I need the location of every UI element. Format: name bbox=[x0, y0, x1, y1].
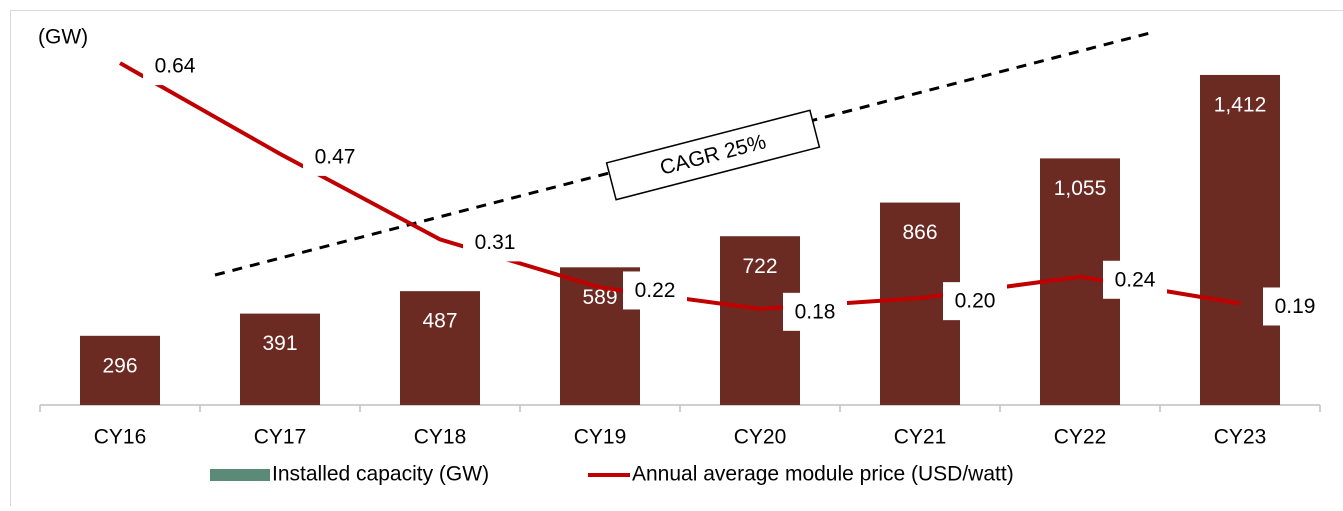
x-tick-label: CY17 bbox=[254, 426, 307, 449]
cagr-box: CAGR 25% bbox=[607, 110, 820, 199]
line-value-label: 0.19 bbox=[1275, 295, 1316, 318]
x-tick-label: CY19 bbox=[574, 426, 627, 449]
bar bbox=[400, 291, 480, 405]
legend-label: Annual average module price (USD/watt) bbox=[632, 463, 1014, 486]
bar bbox=[240, 314, 320, 405]
bar-value-label: 391 bbox=[262, 332, 297, 355]
x-tick-label: CY21 bbox=[894, 426, 947, 449]
x-tick-label: CY16 bbox=[94, 426, 147, 449]
y-axis-label: (GW) bbox=[38, 26, 88, 49]
bar bbox=[1200, 75, 1280, 405]
bar-value-label: 487 bbox=[422, 310, 457, 333]
x-tick-label: CY18 bbox=[414, 426, 467, 449]
line-value-label: 0.64 bbox=[155, 55, 196, 78]
line-value-label: 0.20 bbox=[955, 290, 996, 313]
line-value-label: 0.22 bbox=[635, 279, 676, 302]
bar-value-label: 296 bbox=[102, 354, 137, 377]
bar-value-label: 866 bbox=[902, 221, 937, 244]
legend-swatch bbox=[210, 469, 270, 481]
x-tick-label: CY22 bbox=[1054, 426, 1107, 449]
x-tick-label: CY23 bbox=[1214, 426, 1267, 449]
bar-value-label: 1,412 bbox=[1214, 93, 1267, 116]
x-tick-label: CY20 bbox=[734, 426, 787, 449]
line-value-label: 0.47 bbox=[315, 145, 356, 168]
line-value-label: 0.24 bbox=[1115, 268, 1156, 291]
bar-value-label: 1,055 bbox=[1054, 177, 1107, 200]
legend-label: Installed capacity (GW) bbox=[272, 463, 489, 486]
frame bbox=[11, 11, 1343, 507]
line-value-label: 0.31 bbox=[475, 231, 516, 254]
bar-value-label: 722 bbox=[742, 255, 777, 278]
line-value-label: 0.18 bbox=[795, 300, 836, 323]
